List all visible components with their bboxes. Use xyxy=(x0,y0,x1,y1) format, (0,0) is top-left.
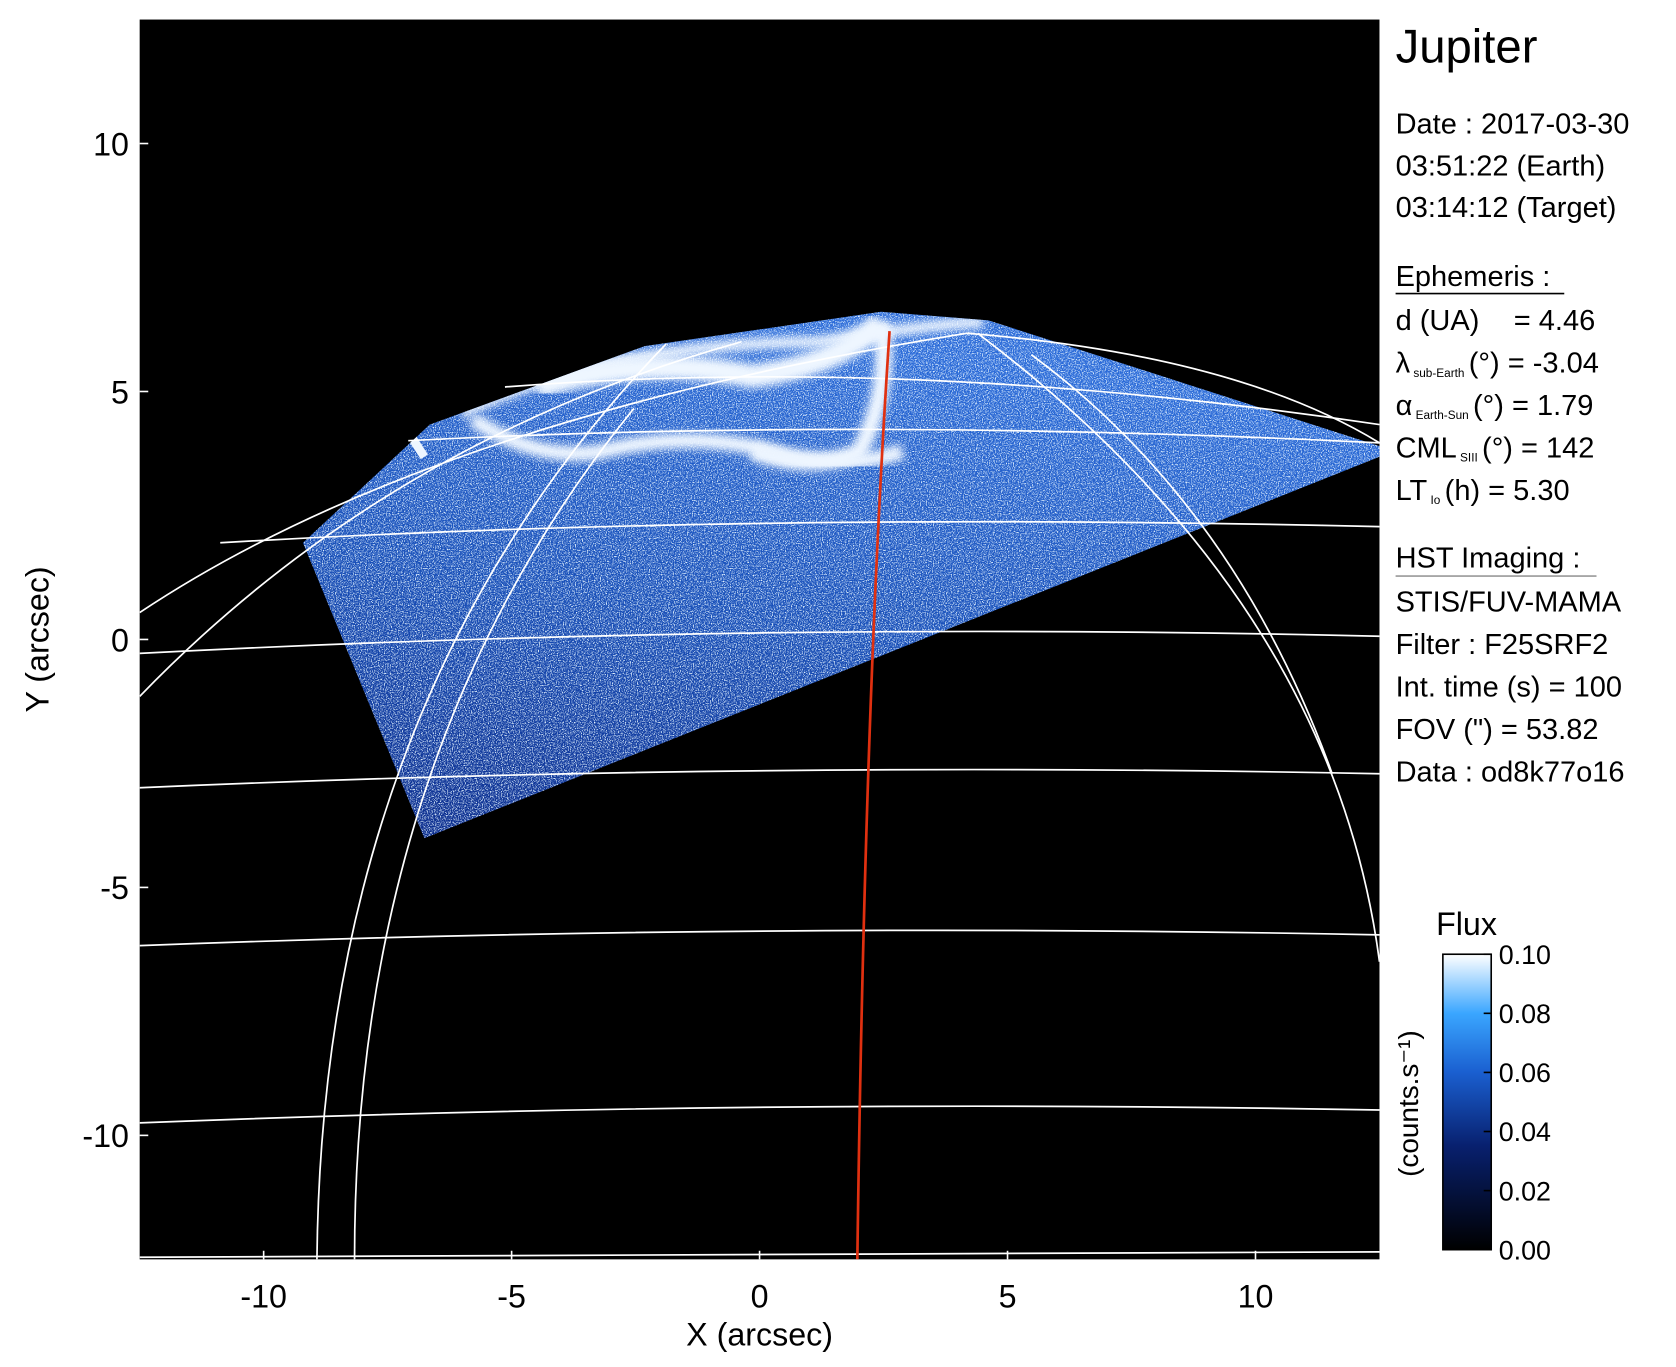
hst-title: HST Imaging : xyxy=(1396,542,1581,574)
y-tick-label: 10 xyxy=(93,126,129,162)
hst-row: Int. time (s) = 100 xyxy=(1396,671,1622,703)
colorbar-label: (counts.s⁻¹) xyxy=(1393,1030,1424,1177)
latitude-line xyxy=(139,929,1380,947)
info-row: CML SIII (°) = 142 xyxy=(1396,432,1595,464)
date-line: Date : 2017-03-30 xyxy=(1396,108,1630,140)
info-row: d (UA) = 4.46 xyxy=(1396,305,1596,337)
x-tick-label: -10 xyxy=(240,1279,287,1315)
colorbar-title: Flux xyxy=(1436,906,1497,942)
y-tick-label: 5 xyxy=(111,374,129,410)
hst-row: Filter : F25SRF2 xyxy=(1396,629,1609,661)
chart-title: Jupiter xyxy=(1396,21,1538,74)
info-row: LT Io (h) = 5.30 xyxy=(1396,475,1570,507)
limb xyxy=(139,341,742,697)
latitude-line xyxy=(408,428,1380,444)
colorbar xyxy=(1442,953,1493,1251)
row-label: LT xyxy=(1396,475,1428,507)
row-label: λ xyxy=(1396,347,1411,379)
y-tick-label: -10 xyxy=(82,1118,129,1154)
ephemeris-title: Ephemeris : xyxy=(1396,261,1551,293)
row-subscript: Io xyxy=(1431,493,1441,507)
date-line: 03:51:22 (Earth) xyxy=(1396,150,1606,182)
colorbar-tick-label: 0.08 xyxy=(1499,999,1551,1029)
hst-row: Data : od8k77o16 xyxy=(1396,756,1625,788)
row-value: (°) = -3.04 xyxy=(1469,347,1599,379)
colorbar-tick-label: 0.10 xyxy=(1499,940,1551,970)
row-value: (°) = 142 xyxy=(1482,432,1594,464)
row-subscript: sub-Earth xyxy=(1413,366,1464,380)
aurora-oval xyxy=(749,321,893,471)
latitude-line xyxy=(139,630,1380,655)
x-axis-label: X (arcsec) xyxy=(686,1316,833,1352)
colorbar-tick-label: 0.06 xyxy=(1499,1058,1551,1088)
longitude-line xyxy=(1030,354,1334,775)
y-axis-label: Y (arcsec) xyxy=(19,566,55,712)
hst-row: FOV (") = 53.82 xyxy=(1396,714,1599,746)
x-tick-label: 0 xyxy=(751,1279,769,1315)
row-subscript: SIII xyxy=(1460,451,1478,465)
y-tick-label: 0 xyxy=(111,622,129,658)
limb xyxy=(139,332,1380,614)
info-row: α Earth-Sun (°) = 1.79 xyxy=(1396,390,1594,422)
y-tick-label: -5 xyxy=(100,870,129,906)
info-row: λ sub-Earth (°) = -3.04 xyxy=(1396,347,1599,379)
date-line: 03:14:12 (Target) xyxy=(1396,192,1617,224)
footprint-line xyxy=(855,331,891,1260)
row-subscript: Earth-Sun xyxy=(1416,408,1469,422)
row-value: (°) = 1.79 xyxy=(1473,390,1593,422)
hst-row: STIS/FUV-MAMA xyxy=(1396,587,1622,619)
latitude-line xyxy=(220,520,1380,544)
longitude-line xyxy=(977,332,1380,962)
colorbar-tick-label: 0.04 xyxy=(1499,1117,1551,1147)
row-value: (h) = 5.30 xyxy=(1445,475,1570,507)
x-tick-label: -5 xyxy=(497,1279,526,1315)
latitude-line xyxy=(139,1105,1380,1124)
longitude-line xyxy=(316,343,667,1260)
longitude-line xyxy=(353,407,635,1260)
x-tick-label: 10 xyxy=(1238,1279,1274,1315)
colorbar-tick-label: 0.02 xyxy=(1499,1176,1551,1206)
row-value: = 4.46 xyxy=(1514,305,1595,337)
x-tick-label: 5 xyxy=(999,1279,1017,1315)
row-label: d (UA) xyxy=(1396,305,1480,337)
latitude-line xyxy=(139,768,1380,789)
row-label: α xyxy=(1396,390,1413,422)
colorbar-tick-label: 0.00 xyxy=(1499,1235,1551,1265)
row-label: CML xyxy=(1396,432,1457,464)
